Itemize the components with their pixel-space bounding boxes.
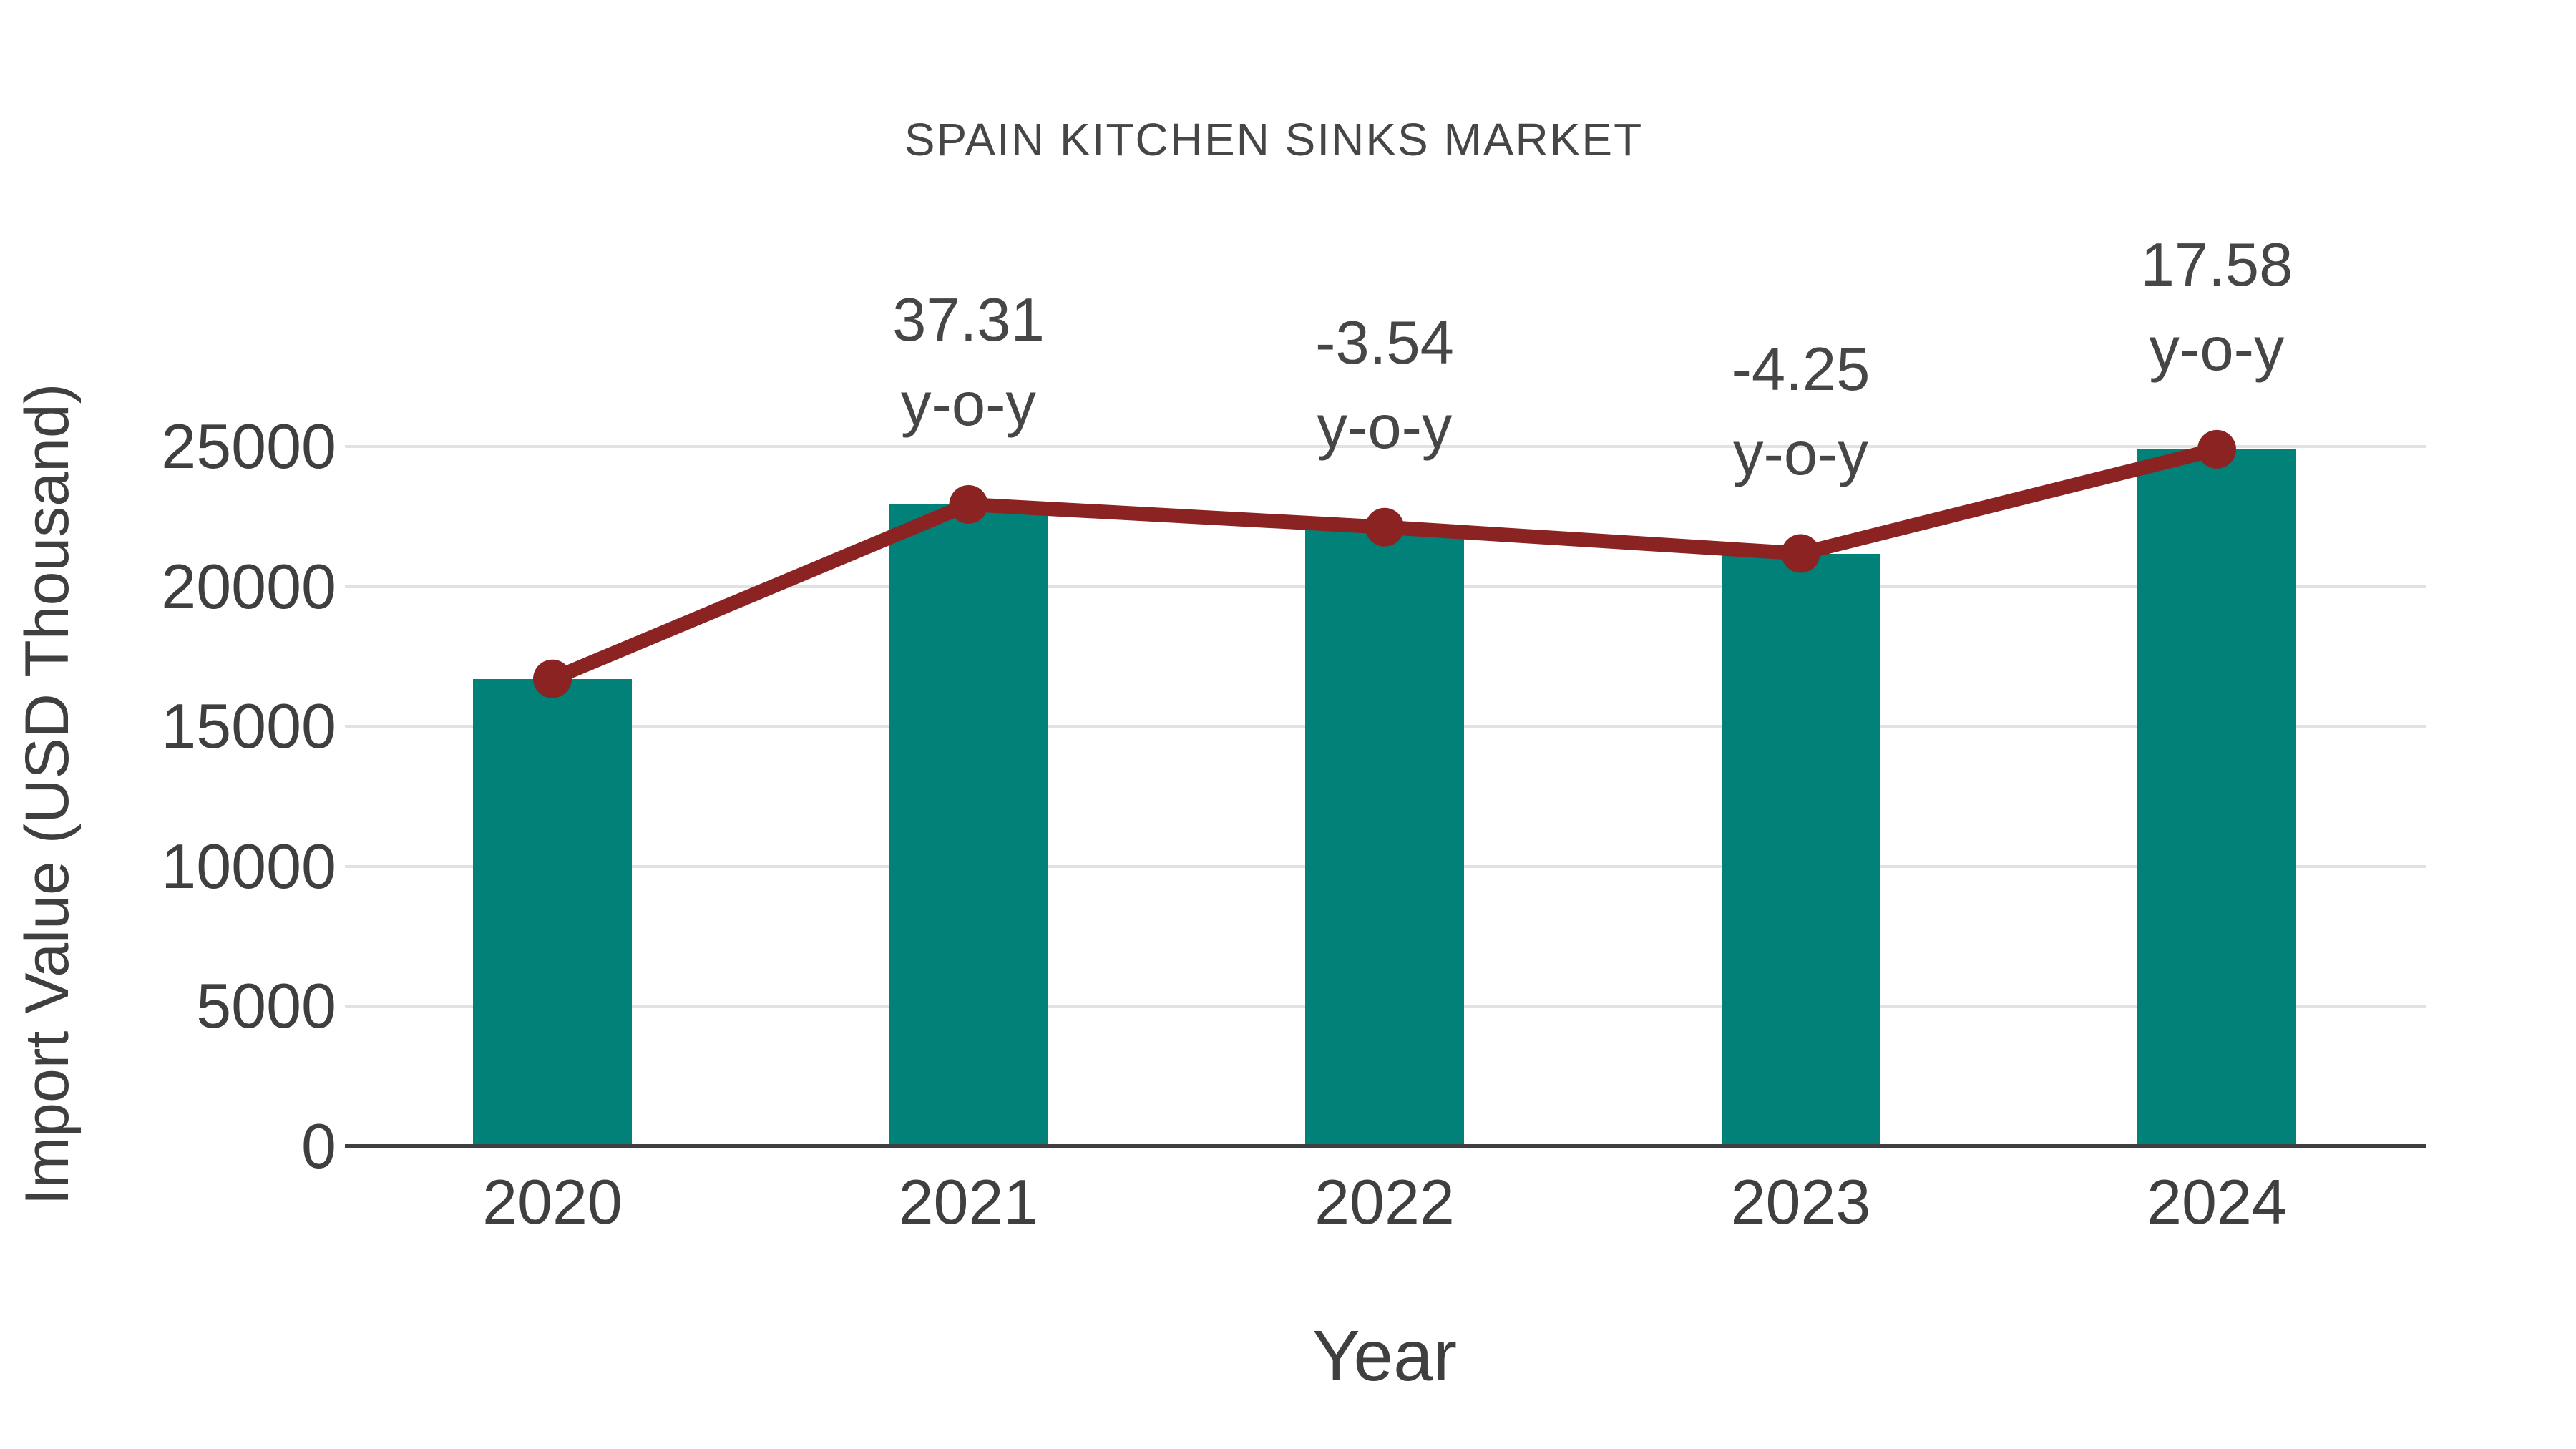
bar-2020	[473, 678, 632, 1146]
yoy-marker-2024	[2197, 429, 2236, 469]
x-tick-label-2024: 2024	[2147, 1166, 2287, 1237]
bar-2024	[2137, 449, 2296, 1146]
y-tick-label-5000: 5000	[196, 970, 336, 1042]
yoy-marker-2022	[1365, 507, 1404, 547]
bar-2023	[1721, 553, 1880, 1146]
annotation-2024: 17.58 y-o-y	[2031, 223, 2403, 392]
annotation-2021: 37.31 y-o-y	[783, 278, 1155, 447]
y-tick-label-15000: 15000	[161, 691, 336, 762]
x-tick-label-2020: 2020	[482, 1166, 623, 1237]
y-tick-label-0: 0	[301, 1111, 336, 1181]
x-tick-label-2021: 2021	[898, 1166, 1039, 1237]
annotation-2023: -4.25 y-o-y	[1615, 328, 1987, 497]
x-tick-label-2023: 2023	[1730, 1166, 1871, 1237]
annotation-label: y-o-y	[2149, 315, 2285, 384]
annotation-value: -4.25	[1731, 335, 1870, 404]
x-tick-label-2022: 2022	[1314, 1166, 1455, 1237]
annotation-2022: -3.54 y-o-y	[1199, 301, 1571, 470]
x-axis-line	[345, 1144, 2426, 1148]
gridline-25000	[345, 445, 2426, 448]
annotation-value: 37.31	[892, 286, 1045, 354]
yoy-marker-2021	[949, 484, 988, 524]
annotation-label: y-o-y	[1733, 419, 1868, 488]
chart-title: SPAIN KITCHEN SINKS MARKET	[904, 114, 1644, 165]
annotation-label: y-o-y	[901, 370, 1036, 439]
y-tick-label-20000: 20000	[161, 550, 336, 622]
annotation-label: y-o-y	[1317, 393, 1453, 462]
yoy-marker-2020	[533, 659, 572, 698]
annotation-value: -3.54	[1315, 308, 1454, 377]
y-tick-label-10000: 10000	[161, 830, 336, 902]
x-axis-title: Year	[1312, 1316, 1458, 1396]
yoy-marker-2023	[1781, 534, 1820, 573]
annotation-value: 17.58	[2140, 230, 2293, 299]
bar-2022	[1305, 527, 1464, 1146]
bar-2021	[889, 504, 1048, 1146]
y-tick-label-25000: 25000	[161, 411, 336, 482]
